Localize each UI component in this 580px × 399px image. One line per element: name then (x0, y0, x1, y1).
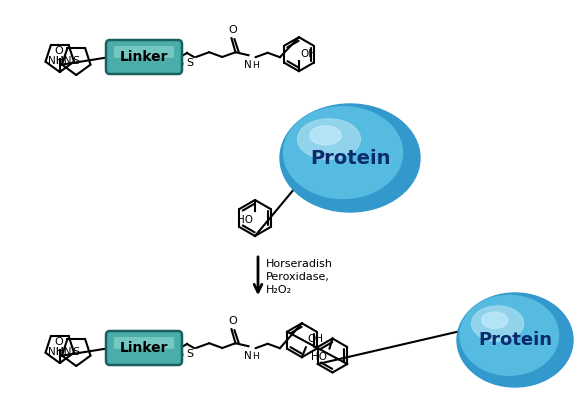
Text: HO: HO (311, 352, 328, 361)
Text: O: O (55, 337, 63, 347)
Text: N: N (244, 60, 251, 70)
FancyBboxPatch shape (106, 40, 182, 74)
Text: O: O (55, 46, 63, 56)
Ellipse shape (284, 107, 403, 198)
Text: N: N (244, 351, 251, 361)
Text: Protein: Protein (310, 148, 390, 168)
Ellipse shape (460, 295, 559, 375)
Text: S: S (186, 349, 194, 359)
Text: H₂O₂: H₂O₂ (266, 285, 292, 295)
Text: HN: HN (56, 347, 71, 357)
Text: Horseradish: Horseradish (266, 259, 333, 269)
Text: Protein: Protein (478, 331, 552, 349)
FancyBboxPatch shape (106, 331, 182, 365)
Text: OH: OH (300, 49, 316, 59)
Ellipse shape (481, 312, 508, 328)
Text: H: H (252, 352, 259, 361)
Text: H: H (252, 61, 259, 70)
Ellipse shape (472, 306, 524, 341)
Text: Linker: Linker (119, 50, 168, 64)
Text: HN: HN (56, 55, 71, 65)
Text: S: S (186, 58, 194, 68)
Text: NH: NH (49, 347, 64, 357)
Text: S: S (176, 58, 183, 68)
Text: OH: OH (307, 334, 323, 344)
Ellipse shape (298, 119, 361, 159)
Text: O: O (228, 316, 237, 326)
Ellipse shape (280, 104, 420, 212)
Text: HO: HO (237, 215, 253, 225)
FancyBboxPatch shape (114, 46, 174, 58)
Text: Linker: Linker (119, 341, 168, 355)
Text: Peroxidase,: Peroxidase, (266, 272, 330, 282)
Ellipse shape (457, 293, 573, 387)
FancyBboxPatch shape (114, 337, 174, 349)
Text: O: O (228, 25, 237, 35)
Ellipse shape (310, 126, 341, 145)
Text: S: S (176, 349, 183, 359)
Text: NH: NH (49, 55, 64, 65)
Text: S: S (72, 347, 80, 357)
Text: S: S (72, 56, 80, 66)
